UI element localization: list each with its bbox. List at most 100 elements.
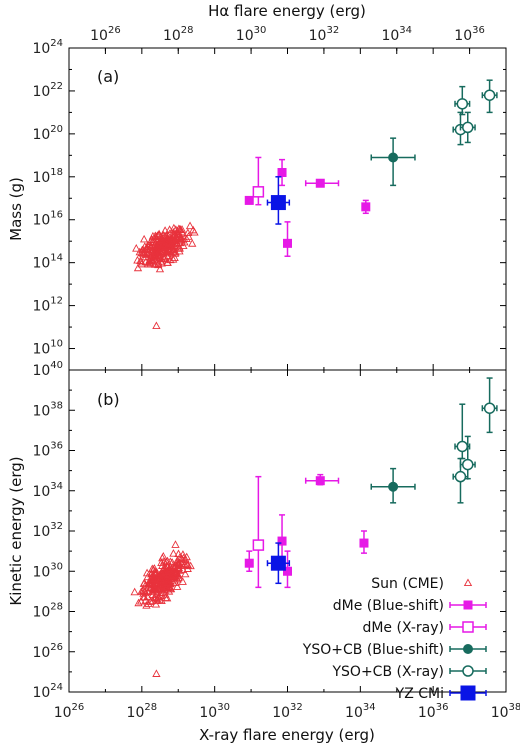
panel-a-frame: [68, 47, 507, 371]
sun-cme-point: [173, 582, 182, 590]
sun-cme-point: [177, 236, 186, 244]
sun-cme-point: [152, 568, 162, 576]
yso-blue-shift-point: [388, 481, 399, 492]
sun-cme-point: [171, 247, 180, 256]
sun-cme-point: [171, 578, 180, 587]
y-tick-label: 1032: [32, 521, 63, 540]
sun-cme-point: [143, 572, 152, 581]
top-x-tick-label: 1030: [236, 25, 267, 44]
sun-cme-point: [174, 549, 183, 558]
sun-cme-point: [169, 549, 178, 557]
yso-xray-point: [483, 402, 496, 414]
sun-cme-point: [155, 570, 164, 579]
sun-cme-point: [169, 567, 178, 576]
top-x-tick-label: 1036: [454, 25, 485, 44]
sun-cme-point: [161, 567, 171, 575]
sun-cme-point: [160, 226, 170, 234]
dme-blue-shift-point: [315, 178, 325, 188]
x-tick-label: 1036: [418, 702, 449, 721]
sun-cme-point: [182, 234, 191, 242]
sun-cme-point: [139, 592, 148, 601]
panel-a-marks: [132, 79, 498, 330]
sun-cme-point: [142, 601, 151, 609]
panel-b: X-ray flare energy (erg) Kinetic energy …: [7, 360, 520, 744]
sun-cme-point: [136, 256, 145, 265]
dme-blue-shift-point: [315, 476, 325, 486]
sun-cme-point: [150, 582, 159, 590]
x-tick-label: 1026: [54, 702, 85, 721]
sun-cme-point: [161, 593, 170, 602]
sun-cme-point: [178, 565, 188, 573]
sun-cme-point: [163, 578, 173, 586]
sun-cme-point: [180, 561, 189, 569]
sun-cme-point: [178, 577, 187, 585]
y-tick-label: 1018: [32, 167, 63, 186]
y-tick-label: 1022: [32, 81, 63, 100]
sun-cme-point: [148, 247, 157, 255]
sun-cme-point: [156, 575, 166, 583]
sun-cme-point: [162, 246, 172, 254]
dme-blue-shift-point: [359, 538, 369, 548]
sun-cme-point: [152, 669, 161, 677]
sun-cme-point: [161, 590, 170, 598]
y-tick-label: 1020: [32, 124, 63, 143]
sun-cme-point: [142, 568, 152, 577]
sun-cme-point: [147, 583, 156, 592]
dme-blue-shift-point: [244, 558, 254, 568]
legend-label: dMe (Blue-shift): [333, 598, 444, 614]
legend-label: dMe (X-ray): [362, 620, 444, 636]
sun-cme-point: [183, 560, 193, 569]
dme-blue-shift-point: [277, 536, 287, 546]
yz-cmi-point: [270, 555, 286, 571]
sun-cme-point: [141, 252, 150, 261]
sun-cme-point: [189, 225, 198, 234]
dme-xray-point: [252, 186, 265, 198]
y-tick-label: 1026: [32, 642, 63, 661]
top-x-tick-label: 1028: [163, 25, 194, 44]
sun-cme-point: [168, 234, 177, 243]
top-x-tick-label: 1032: [309, 25, 340, 44]
yso-blue-shift-point: [388, 152, 399, 163]
y-tick-label: 1034: [32, 481, 63, 500]
sun-cme-point: [170, 241, 179, 249]
sun-cme-point: [177, 227, 187, 236]
sun-cme-point: [173, 555, 182, 564]
panel-b-label: (b): [97, 390, 120, 409]
dme-blue-shift-point: [463, 600, 473, 610]
sun-cme-point: [188, 239, 197, 247]
panel-b-axes: 1026 1028 1030 1032 1034 1036 1038102410261028…: [32, 360, 520, 721]
sun-cme-point: [171, 540, 180, 548]
sun-cme-point: [155, 264, 165, 273]
y-tick-label: 1014: [32, 253, 63, 272]
panel-b-y-axis-title: Kinetic energy (erg): [7, 456, 25, 605]
sun-cme-point: [130, 587, 139, 596]
x-axis-title: X-ray flare energy (erg): [199, 726, 375, 744]
sun-cme-point: [155, 250, 164, 259]
sun-cme-point: [147, 576, 157, 585]
panel-a-y-axis-title: Mass (g): [7, 177, 25, 241]
sun-cme-point: [147, 237, 157, 246]
sun-cme-point: [143, 244, 152, 253]
legend-label: YSO+CB (X-ray): [331, 664, 444, 680]
sun-cme-point: [146, 597, 155, 605]
sun-cme-point: [144, 578, 154, 586]
sun-cme-point: [138, 249, 147, 257]
x-tick-label: 1030: [199, 702, 230, 721]
sun-cme-point: [163, 252, 172, 261]
panel-a: Hα flare energy (erg) Mass (g) (a) 1026 1…: [7, 2, 507, 371]
legend: Sun (CME) dMe (Blue-shift) dMe (X-ray) YSO+…: [302, 576, 487, 702]
sun-cme-point: [153, 587, 162, 596]
yso-xray-point: [454, 470, 467, 483]
yso-xray-point: [462, 458, 474, 471]
y-tick-label: 1016: [32, 210, 63, 229]
y-tick-label: 1036: [32, 441, 63, 460]
sun-cme-point: [132, 244, 141, 252]
yso-xray-point: [462, 665, 474, 677]
x-tick-label: 1034: [345, 702, 376, 721]
sun-cme-point: [155, 595, 164, 604]
sun-cme-point: [154, 229, 164, 238]
y-tick-label: 1040: [32, 360, 63, 379]
sun-cme-point: [133, 263, 143, 272]
panel-a-axes: 1026 1028 1030 1032 1034 1036 1010 1012 1014 1016…: [32, 25, 507, 371]
sun-cme-point: [164, 238, 173, 247]
